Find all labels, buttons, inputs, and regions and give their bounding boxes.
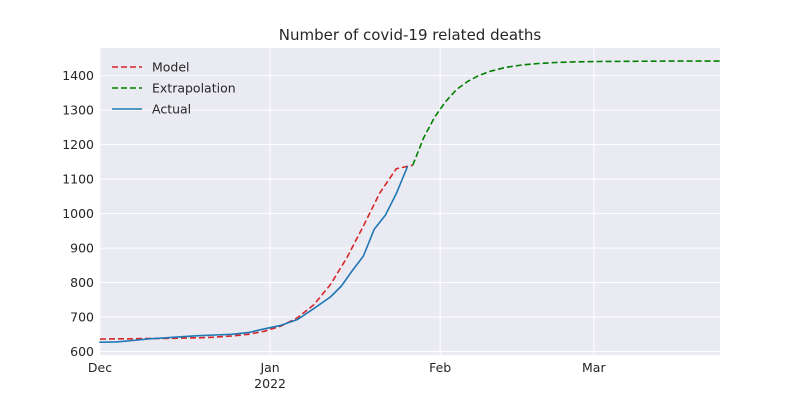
grid [99, 48, 720, 355]
y-tick-label: 1000 [62, 206, 94, 221]
chart-title: Number of covid-19 related deaths [279, 26, 542, 44]
series-layer [99, 60, 720, 344]
y-tick-label: 700 [70, 310, 94, 325]
legend-label: Extrapolation [152, 81, 236, 96]
series-line-actual [99, 166, 409, 344]
x-tick-label: Jan [259, 360, 279, 375]
y-tick-label: 1300 [62, 103, 94, 118]
x-tick-label: Dec [88, 360, 112, 375]
y-tick-label: 900 [70, 241, 94, 256]
series-line-extrapolation [411, 60, 720, 166]
x-tick-label: Mar [582, 360, 606, 375]
series-line-model [99, 164, 413, 340]
axis-labels: 600 700 800 900 1000 1100 1200 1300 1400 Dec Jan20… [62, 68, 606, 391]
y-tick-label: 1400 [62, 68, 94, 83]
legend-label: Actual [152, 102, 191, 117]
plot-background [100, 48, 720, 355]
y-tick-label: 600 [70, 344, 94, 359]
legend-label: Model [152, 60, 190, 75]
y-tick-label: 800 [70, 275, 94, 290]
x-tick-sublabel: 2022 [254, 376, 286, 391]
legend: Model Extrapolation Actual [112, 60, 236, 117]
y-tick-label: 1100 [62, 172, 94, 187]
x-tick-label: Feb [429, 360, 451, 375]
y-tick-label: 1200 [62, 137, 94, 152]
